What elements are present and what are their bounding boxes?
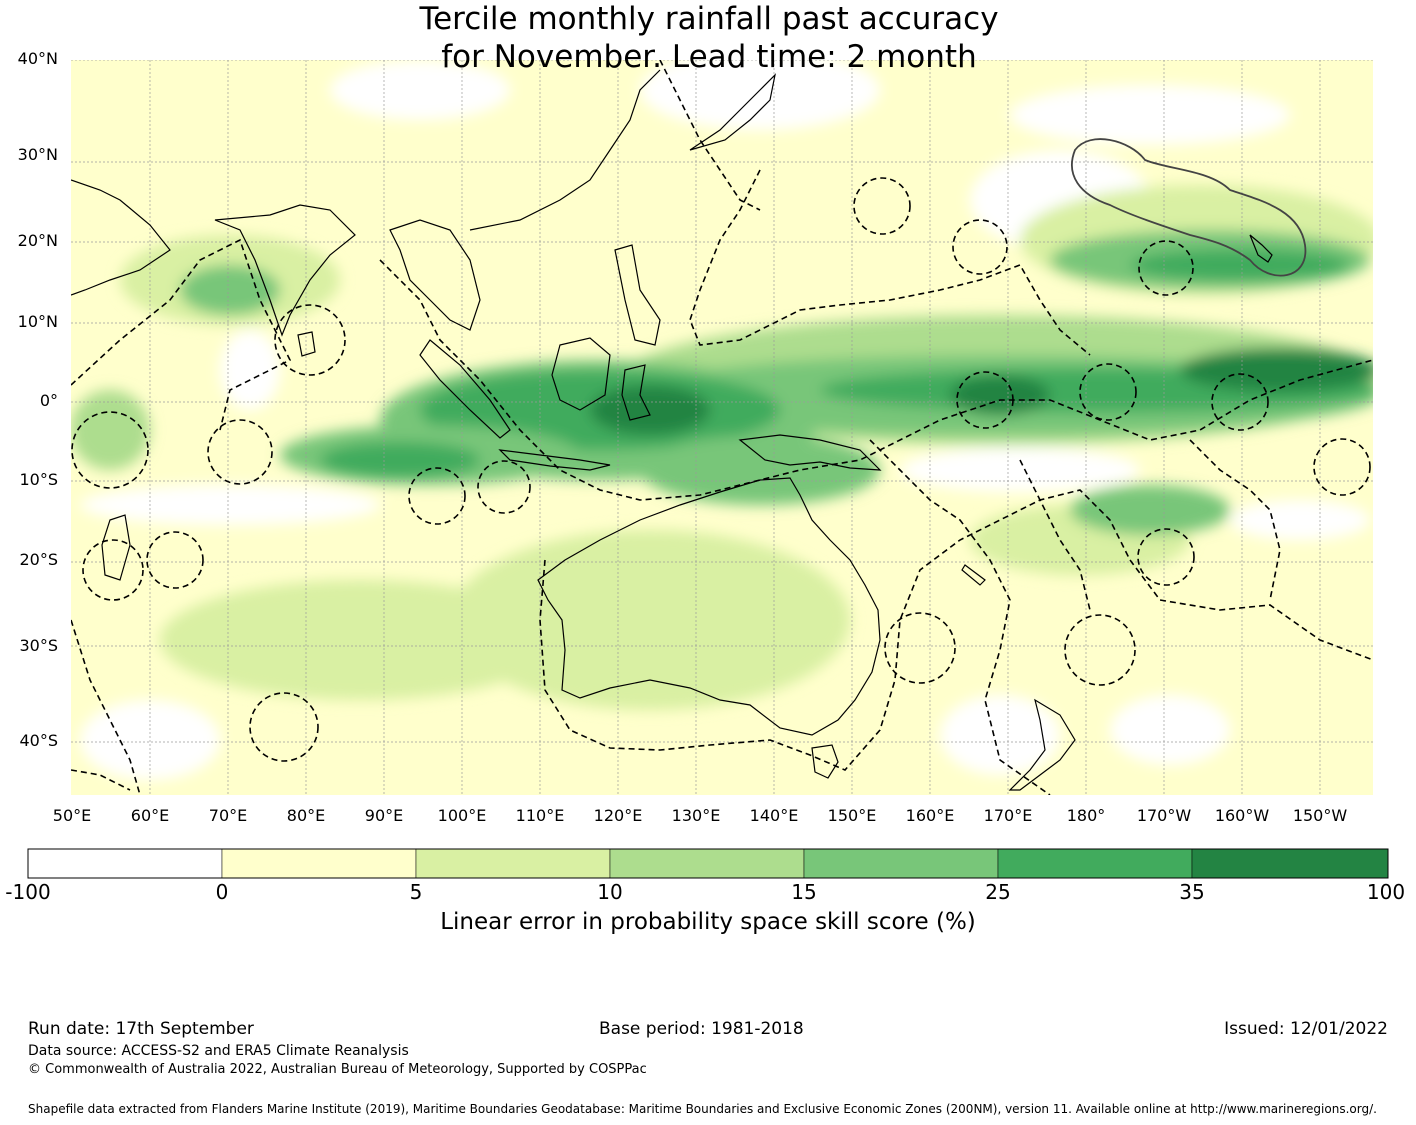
lat-label: 40°S [19, 731, 58, 750]
data-source: Data source: ACCESS-S2 and ERA5 Climate … [28, 1043, 409, 1059]
chart-title-line1: Tercile monthly rainfall past accuracy [419, 1, 999, 37]
lon-label: 180° [1066, 806, 1106, 825]
colorbar-bin [803, 848, 999, 879]
colorbar-tick: 15 [791, 880, 817, 904]
colorbar [27, 848, 1389, 879]
lat-label: 10°S [19, 470, 58, 489]
colorbar-tick: 5 [409, 880, 423, 904]
lon-label: 160°E [905, 806, 955, 825]
lon-label: 110°E [515, 806, 565, 825]
graticule [71, 60, 1373, 795]
colorbar-bin [415, 848, 611, 879]
lon-label: 170°W [1136, 806, 1192, 825]
colorbar-bin [1191, 848, 1389, 879]
new-zealand-coast [1008, 698, 1076, 791]
lat-label: 30°S [19, 636, 58, 655]
coastlines [71, 69, 1273, 791]
hawaii-coast [1249, 234, 1273, 263]
australia-coast [537, 477, 881, 736]
lon-label: 120°E [593, 806, 643, 825]
indochina-coast [389, 219, 481, 331]
new-guinea-coast [738, 434, 882, 471]
lat-label: 20°S [19, 550, 58, 569]
lat-label: 40°N [17, 49, 58, 68]
java-coast [498, 449, 611, 471]
colorbar-tick: 10 [597, 880, 623, 904]
chart-title-line2: for November. Lead time: 2 month [441, 39, 977, 75]
skill-score-map [71, 60, 1373, 795]
india-coast [214, 204, 356, 337]
copyright: © Commonwealth of Australia 2022, Austra… [28, 1062, 647, 1077]
lon-label: 150°W [1292, 806, 1348, 825]
lon-label: 90°E [364, 806, 404, 825]
lon-label: 130°E [671, 806, 721, 825]
sulawesi-coast [621, 364, 651, 421]
sumatra-coast [419, 339, 511, 439]
colorbar-tick: 25 [985, 880, 1011, 904]
new-caledonia-coast [961, 564, 986, 586]
lon-label: 80°E [286, 806, 326, 825]
tasmania-coast [811, 744, 839, 779]
colorbar-tick: 0 [215, 880, 229, 904]
lon-label: 100°E [437, 806, 487, 825]
colorbar-tick: 100 [1366, 880, 1406, 904]
shapefile-credit: Shapefile data extracted from Flanders M… [28, 1102, 1377, 1116]
borneo-coast [551, 337, 611, 411]
colorbar-bin [221, 848, 417, 879]
lon-label: 170°E [983, 806, 1033, 825]
eez-boundaries [71, 60, 1373, 795]
lon-label: 150°E [827, 806, 877, 825]
hawaii-contour [1071, 138, 1307, 277]
lon-label: 140°E [749, 806, 799, 825]
arabia-coast [71, 179, 171, 296]
japan-coast [689, 73, 776, 151]
lat-label: 0° [39, 391, 58, 410]
lat-label: 10°N [17, 312, 58, 331]
run-date: Run date: 17th September [28, 1019, 254, 1039]
philippines-coast [614, 244, 661, 346]
lon-label: 70°E [208, 806, 248, 825]
madagascar-coast [101, 514, 131, 581]
colorbar-bin [997, 848, 1193, 879]
lon-label: 50°E [52, 806, 92, 825]
colorbar-tick: -100 [5, 880, 51, 904]
issued-date: Issued: 12/01/2022 [1224, 1019, 1388, 1039]
colorbar-bin [609, 848, 805, 879]
colorbar-label: Linear error in probability space skill … [440, 909, 976, 935]
lat-label: 20°N [17, 231, 58, 250]
china-coast [469, 69, 661, 231]
sri-lanka-coast [297, 331, 316, 357]
lon-label: 160°W [1214, 806, 1270, 825]
base-period: Base period: 1981-2018 [599, 1019, 804, 1039]
lat-label: 30°N [17, 145, 58, 164]
colorbar-bin [27, 848, 223, 879]
lon-label: 60°E [130, 806, 170, 825]
colorbar-tick: 35 [1179, 880, 1205, 904]
